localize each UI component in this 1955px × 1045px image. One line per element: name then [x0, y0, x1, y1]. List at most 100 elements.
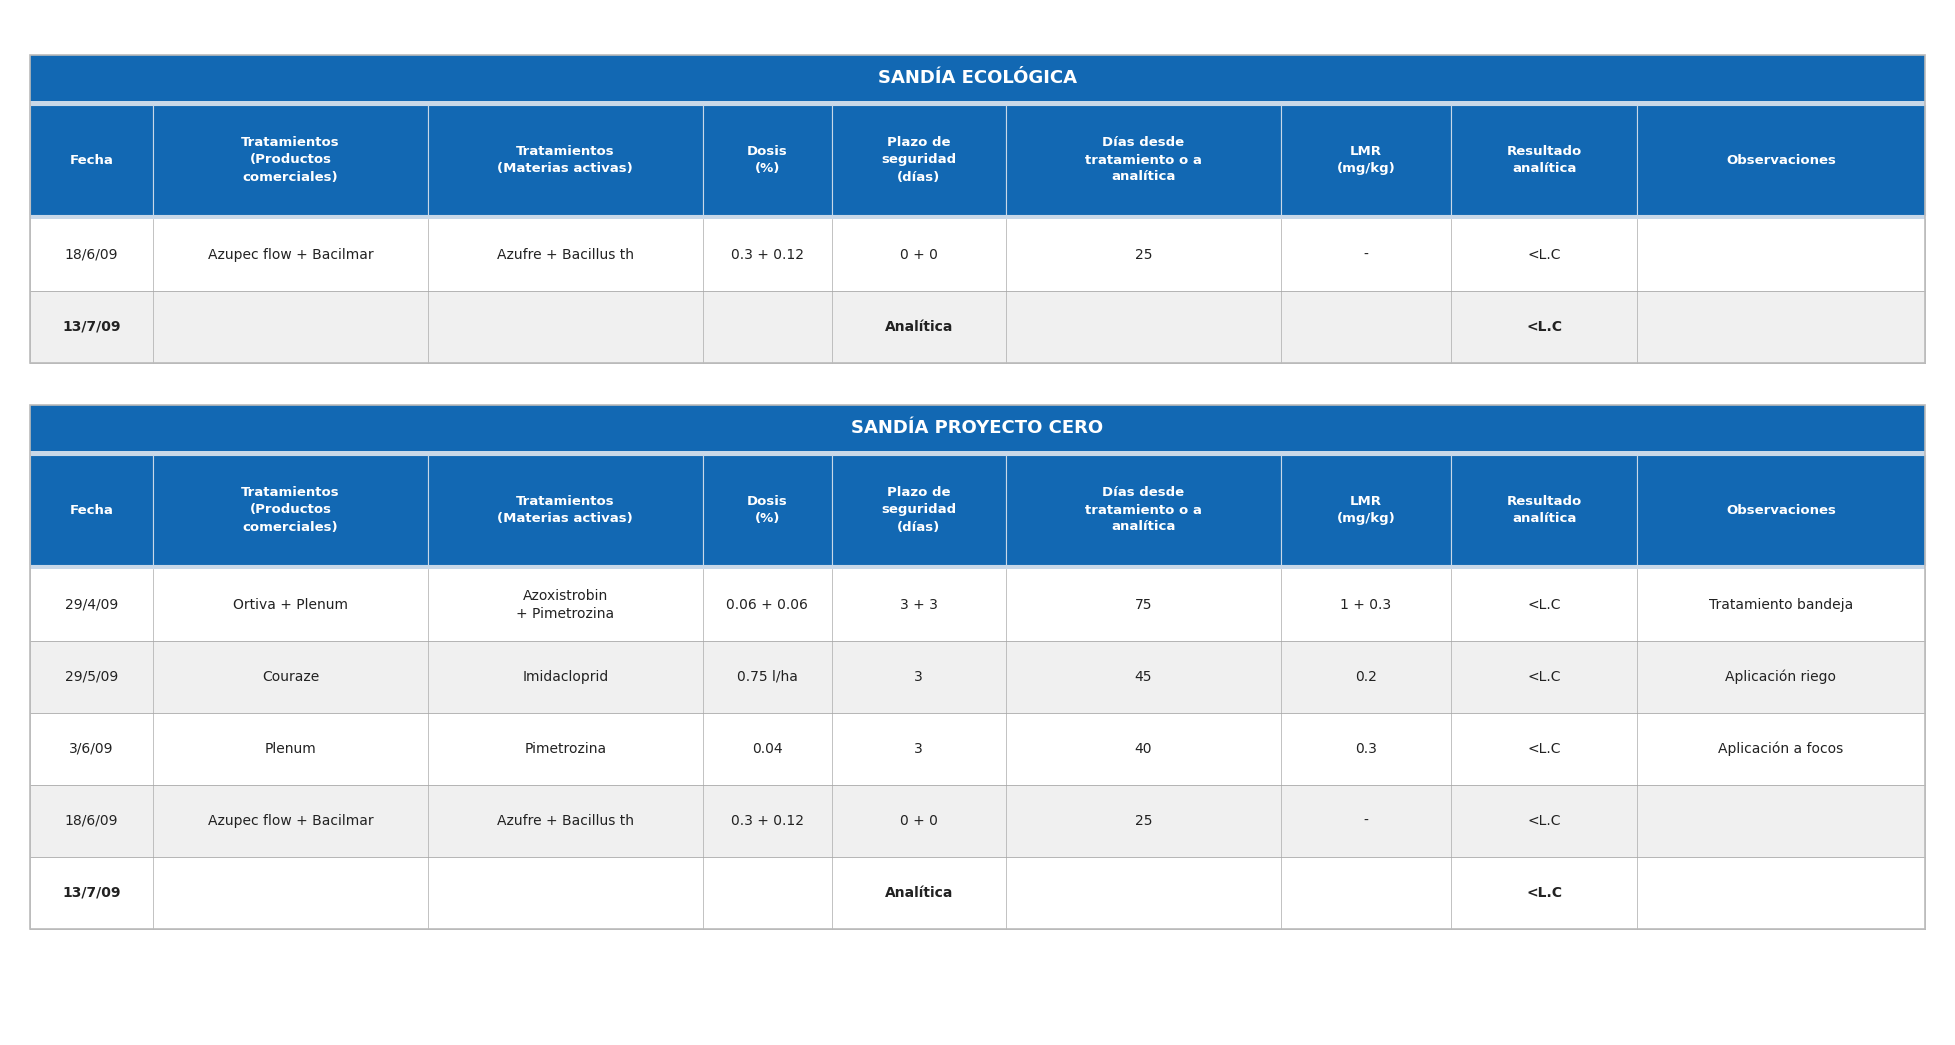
Text: 1 + 0.3: 1 + 0.3 — [1341, 598, 1392, 612]
Text: 13/7/09: 13/7/09 — [63, 886, 121, 900]
Text: 0.06 + 0.06: 0.06 + 0.06 — [725, 598, 807, 612]
Text: Fecha: Fecha — [70, 154, 113, 166]
Text: Azufre + Bacillus th: Azufre + Bacillus th — [497, 814, 633, 828]
Text: Dosis
(%): Dosis (%) — [747, 495, 788, 525]
Text: 3/6/09: 3/6/09 — [68, 742, 113, 756]
Bar — [29, 291, 1926, 363]
Text: SANDÍA ECOLÓGICA: SANDÍA ECOLÓGICA — [878, 69, 1077, 87]
Bar — [152, 104, 428, 215]
Bar — [1007, 104, 1281, 215]
Text: Dosis
(%): Dosis (%) — [747, 145, 788, 175]
Bar — [29, 405, 1926, 929]
Bar — [29, 455, 152, 565]
Bar — [428, 455, 702, 565]
Bar — [1636, 455, 1926, 565]
Text: Azupec flow + Bacilmar: Azupec flow + Bacilmar — [207, 814, 373, 828]
Text: 3 + 3: 3 + 3 — [899, 598, 938, 612]
Text: 18/6/09: 18/6/09 — [65, 814, 119, 828]
Text: -: - — [1363, 814, 1368, 828]
Text: 29/5/09: 29/5/09 — [65, 670, 117, 684]
Bar — [29, 713, 1926, 785]
Text: Plazo de
seguridad
(días): Plazo de seguridad (días) — [882, 137, 956, 184]
Text: Fecha: Fecha — [70, 504, 113, 516]
Bar — [831, 455, 1007, 565]
Bar — [29, 101, 1926, 105]
Text: SANDÍA PROYECTO CERO: SANDÍA PROYECTO CERO — [852, 419, 1103, 437]
Bar — [29, 565, 1926, 568]
Text: Resultado
analítica: Resultado analítica — [1507, 145, 1582, 175]
Text: Días desde
tratamiento o a
analítica: Días desde tratamiento o a analítica — [1085, 487, 1202, 534]
Bar — [29, 451, 1926, 455]
Bar — [1451, 104, 1636, 215]
Bar — [29, 857, 1926, 929]
Text: 25: 25 — [1134, 248, 1151, 262]
Bar — [29, 785, 1926, 857]
Text: Aplicación riego: Aplicación riego — [1726, 670, 1836, 684]
Text: Resultado
analítica: Resultado analítica — [1507, 495, 1582, 525]
Text: 45: 45 — [1134, 670, 1151, 684]
Bar — [29, 104, 152, 215]
Text: Pimetrozina: Pimetrozina — [524, 742, 606, 756]
Text: <L.C: <L.C — [1527, 814, 1560, 828]
Text: Analítica: Analítica — [884, 320, 952, 334]
Text: Azufre + Bacillus th: Azufre + Bacillus th — [497, 248, 633, 262]
Text: Tratamientos
(Materias activas): Tratamientos (Materias activas) — [497, 145, 633, 175]
Bar — [29, 568, 1926, 641]
Text: Ortiva + Plenum: Ortiva + Plenum — [233, 598, 348, 612]
Text: 0.2: 0.2 — [1355, 670, 1376, 684]
Bar — [1636, 104, 1926, 215]
Text: 13/7/09: 13/7/09 — [63, 320, 121, 334]
Text: Tratamientos
(Productos
comerciales): Tratamientos (Productos comerciales) — [240, 487, 340, 534]
Text: 18/6/09: 18/6/09 — [65, 248, 119, 262]
Text: 0.04: 0.04 — [753, 742, 782, 756]
Text: 3: 3 — [915, 670, 923, 684]
Text: Azupec flow + Bacilmar: Azupec flow + Bacilmar — [207, 248, 373, 262]
Text: Tratamientos
(Materias activas): Tratamientos (Materias activas) — [497, 495, 633, 525]
Text: LMR
(mg/kg): LMR (mg/kg) — [1337, 145, 1396, 175]
Bar — [29, 215, 1926, 219]
Text: 3: 3 — [915, 742, 923, 756]
Text: <L.C: <L.C — [1527, 320, 1562, 334]
Text: Analítica: Analítica — [884, 886, 952, 900]
Text: 0.3: 0.3 — [1355, 742, 1376, 756]
Text: <L.C: <L.C — [1527, 670, 1560, 684]
Text: Observaciones: Observaciones — [1726, 154, 1836, 166]
Text: <L.C: <L.C — [1527, 742, 1560, 756]
Text: 0 + 0: 0 + 0 — [899, 814, 938, 828]
Bar — [1007, 455, 1281, 565]
Bar — [1451, 455, 1636, 565]
Bar — [702, 455, 831, 565]
Text: 0 + 0: 0 + 0 — [899, 248, 938, 262]
Text: 0.3 + 0.12: 0.3 + 0.12 — [731, 814, 804, 828]
Text: Tratamientos
(Productos
comerciales): Tratamientos (Productos comerciales) — [240, 137, 340, 184]
Text: LMR
(mg/kg): LMR (mg/kg) — [1337, 495, 1396, 525]
Bar — [1281, 455, 1451, 565]
Text: 29/4/09: 29/4/09 — [65, 598, 117, 612]
Bar — [152, 455, 428, 565]
Bar — [29, 641, 1926, 713]
Text: 0.75 l/ha: 0.75 l/ha — [737, 670, 798, 684]
Bar — [831, 104, 1007, 215]
Text: Aplicación a focos: Aplicación a focos — [1718, 742, 1844, 757]
Text: 25: 25 — [1134, 814, 1151, 828]
Text: Imidacloprid: Imidacloprid — [522, 670, 608, 684]
Text: <L.C: <L.C — [1527, 886, 1562, 900]
Bar — [1281, 104, 1451, 215]
Text: Observaciones: Observaciones — [1726, 504, 1836, 516]
Bar — [29, 219, 1926, 291]
Bar — [29, 55, 1926, 363]
Bar — [428, 104, 702, 215]
Text: -: - — [1363, 248, 1368, 262]
Bar — [702, 104, 831, 215]
Text: 40: 40 — [1134, 742, 1151, 756]
Text: <L.C: <L.C — [1527, 248, 1560, 262]
Bar — [29, 405, 1926, 451]
Text: Días desde
tratamiento o a
analítica: Días desde tratamiento o a analítica — [1085, 137, 1202, 184]
Text: Azoxistrobin
+ Pimetrozina: Azoxistrobin + Pimetrozina — [516, 589, 614, 621]
Text: Tratamiento bandeja: Tratamiento bandeja — [1709, 598, 1853, 612]
Text: 75: 75 — [1134, 598, 1151, 612]
Text: <L.C: <L.C — [1527, 598, 1560, 612]
Text: Couraze: Couraze — [262, 670, 319, 684]
Bar — [29, 55, 1926, 101]
Text: Plenum: Plenum — [264, 742, 317, 756]
